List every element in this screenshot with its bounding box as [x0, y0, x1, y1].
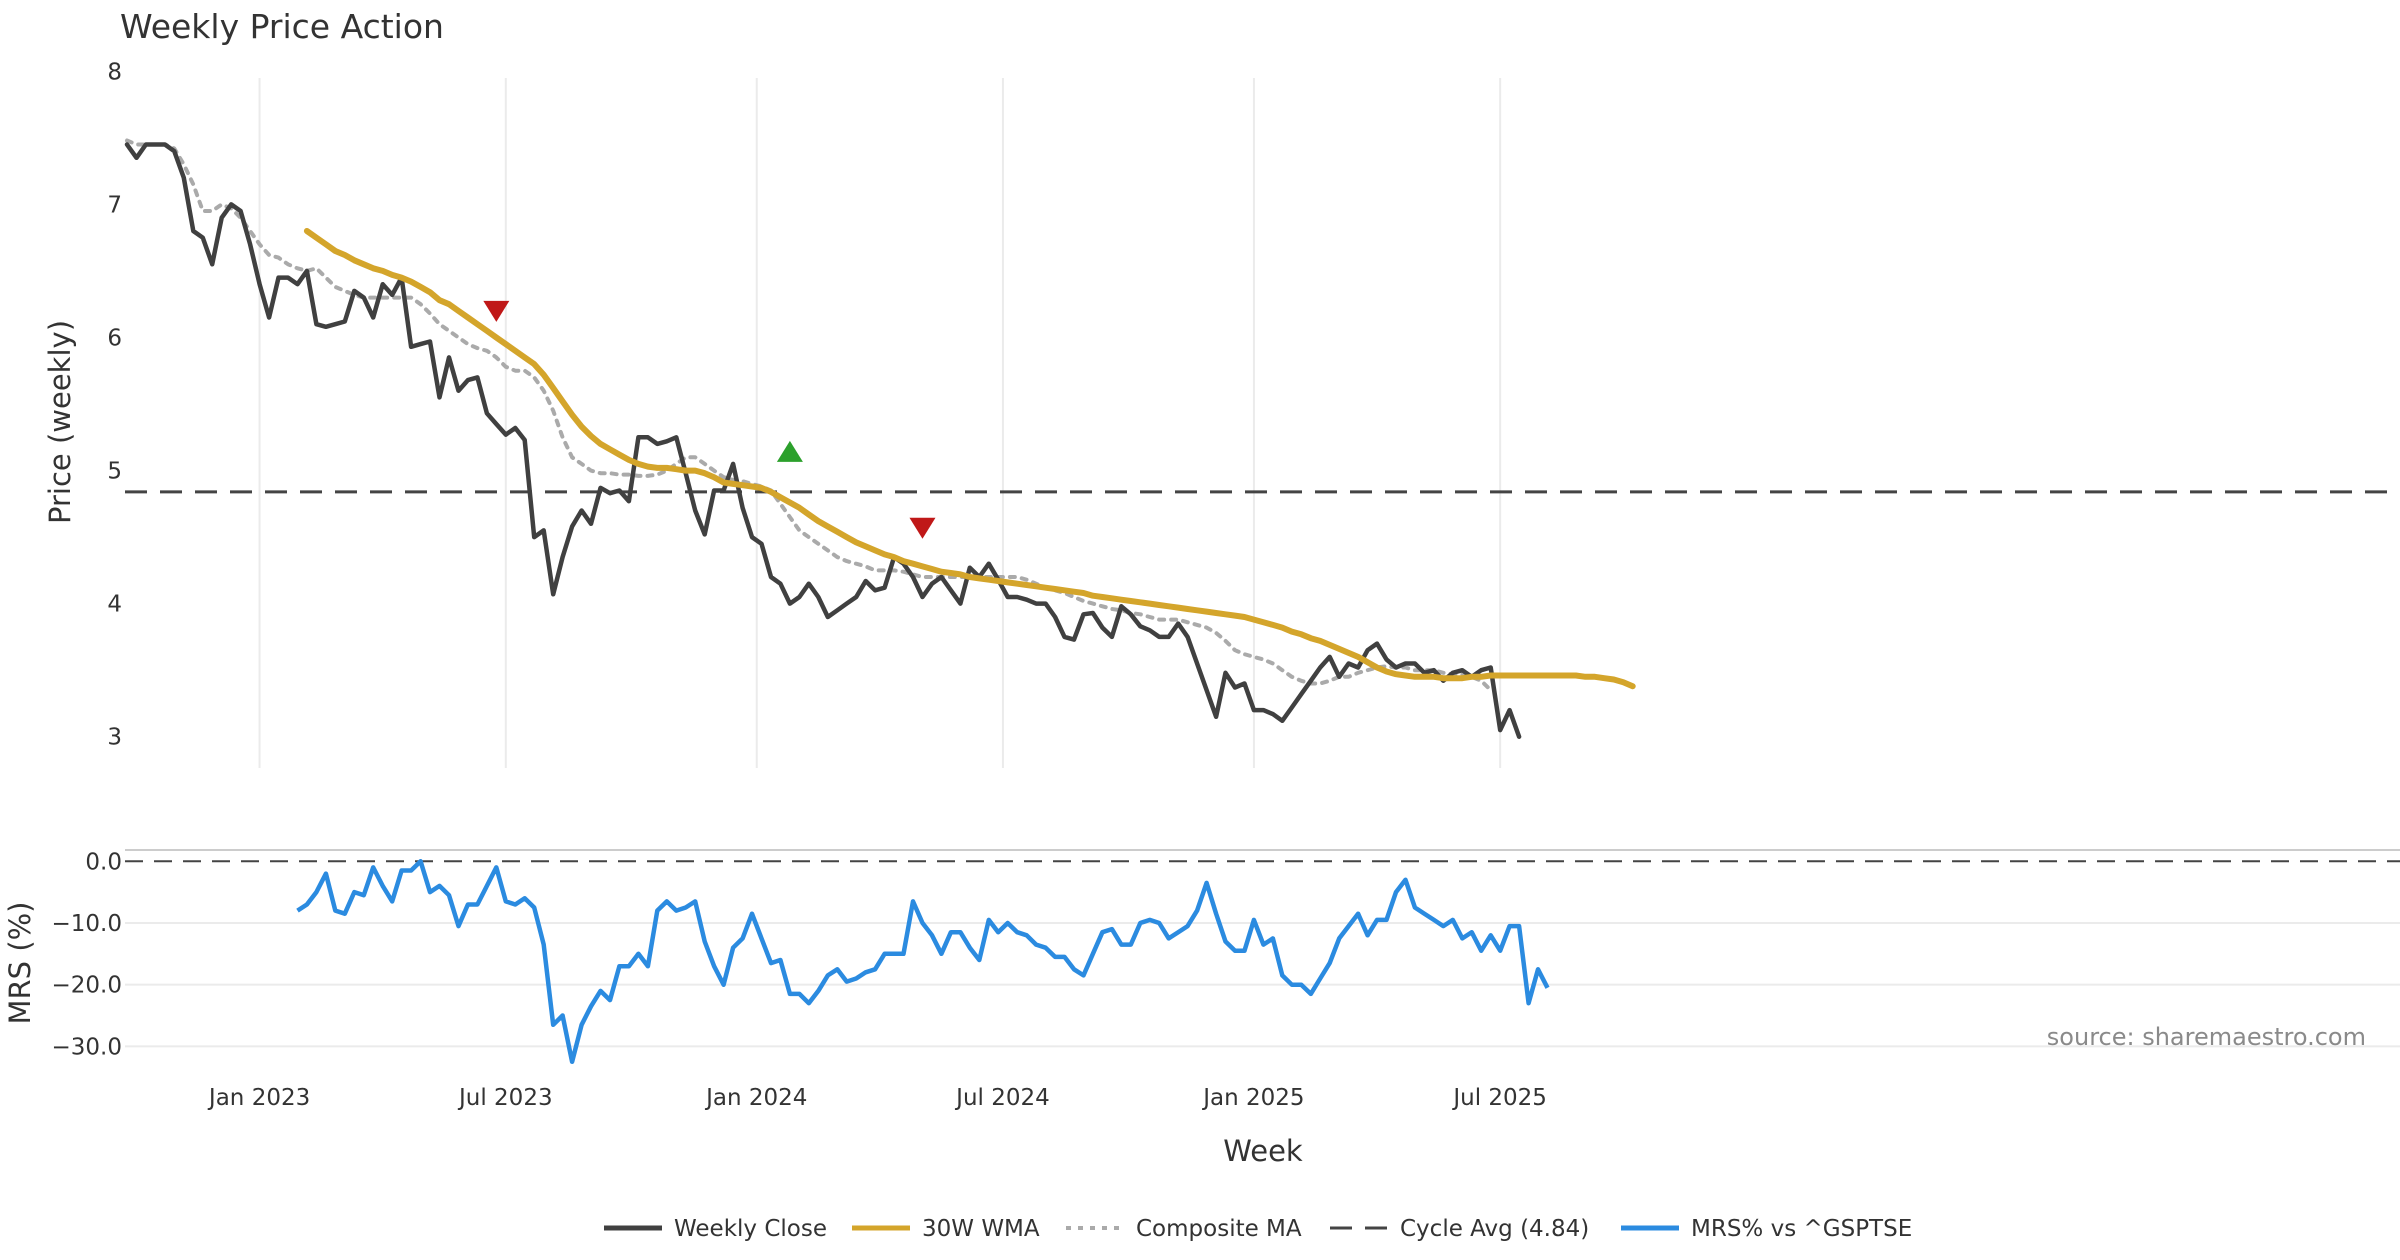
wma-30w-line — [303, 228, 1636, 690]
weekly-close-line — [124, 142, 1522, 739]
price-y-tick: 7 — [107, 192, 122, 218]
mrs-y-axis-label: MRS (%) — [3, 902, 37, 1025]
x-axis-label: Week — [1223, 1134, 1303, 1168]
price-panel-grid — [258, 78, 1502, 768]
mrs-y-ticks: 0.0 −10.0 −20.0 −30.0 — [52, 849, 122, 1060]
mrs-y-tick: −20.0 — [52, 973, 122, 999]
legend-label: Cycle Avg (4.84) — [1400, 1216, 1589, 1242]
mrs-y-tick: 0.0 — [85, 849, 122, 875]
buy-signal-marker — [776, 440, 803, 462]
legend-label: 30W WMA — [922, 1216, 1040, 1242]
sell-signal-marker — [483, 300, 510, 322]
legend-label: Composite MA — [1136, 1216, 1302, 1242]
x-tick-label: Jul 2025 — [1451, 1085, 1547, 1111]
sell-signal-marker — [909, 517, 936, 539]
x-tick-label: Jan 2025 — [1201, 1085, 1304, 1111]
price-series-group — [124, 138, 1636, 739]
price-y-axis-label: Price (weekly) — [43, 320, 77, 524]
legend-label: Weekly Close — [674, 1216, 827, 1242]
source-credit: source: sharemaestro.com — [2047, 1023, 2366, 1051]
x-axis-ticks: Jan 2023 Jul 2023 Jan 2024 Jul 2024 Jan 2025… — [207, 1085, 1547, 1111]
price-y-tick: 4 — [107, 592, 122, 618]
price-y-tick: 6 — [107, 325, 122, 351]
signal-markers — [483, 300, 936, 539]
legend: Weekly Close 30W WMA Composite MA Cycle Avg… — [604, 1216, 1912, 1242]
legend-label: MRS% vs ^GSPTSE — [1691, 1216, 1912, 1242]
x-tick-label: Jul 2023 — [457, 1085, 553, 1111]
composite-ma-line — [125, 138, 1493, 693]
price-y-tick: 8 — [107, 59, 122, 85]
mrs-y-tick: −30.0 — [52, 1034, 122, 1060]
x-tick-label: Jan 2024 — [704, 1085, 807, 1111]
x-tick-label: Jul 2024 — [954, 1085, 1050, 1111]
mrs-series-group — [296, 859, 1550, 1065]
price-y-tick: 5 — [107, 459, 122, 485]
price-y-ticks: 3 4 5 6 7 8 — [107, 59, 122, 750]
x-tick-label: Jan 2023 — [207, 1085, 310, 1111]
mrs-line — [296, 859, 1550, 1065]
mrs-y-tick: −10.0 — [52, 911, 122, 937]
mrs-panel-grid — [125, 921, 2400, 1048]
chart-title: Weekly Price Action — [120, 7, 444, 46]
price-y-tick: 3 — [107, 725, 122, 751]
